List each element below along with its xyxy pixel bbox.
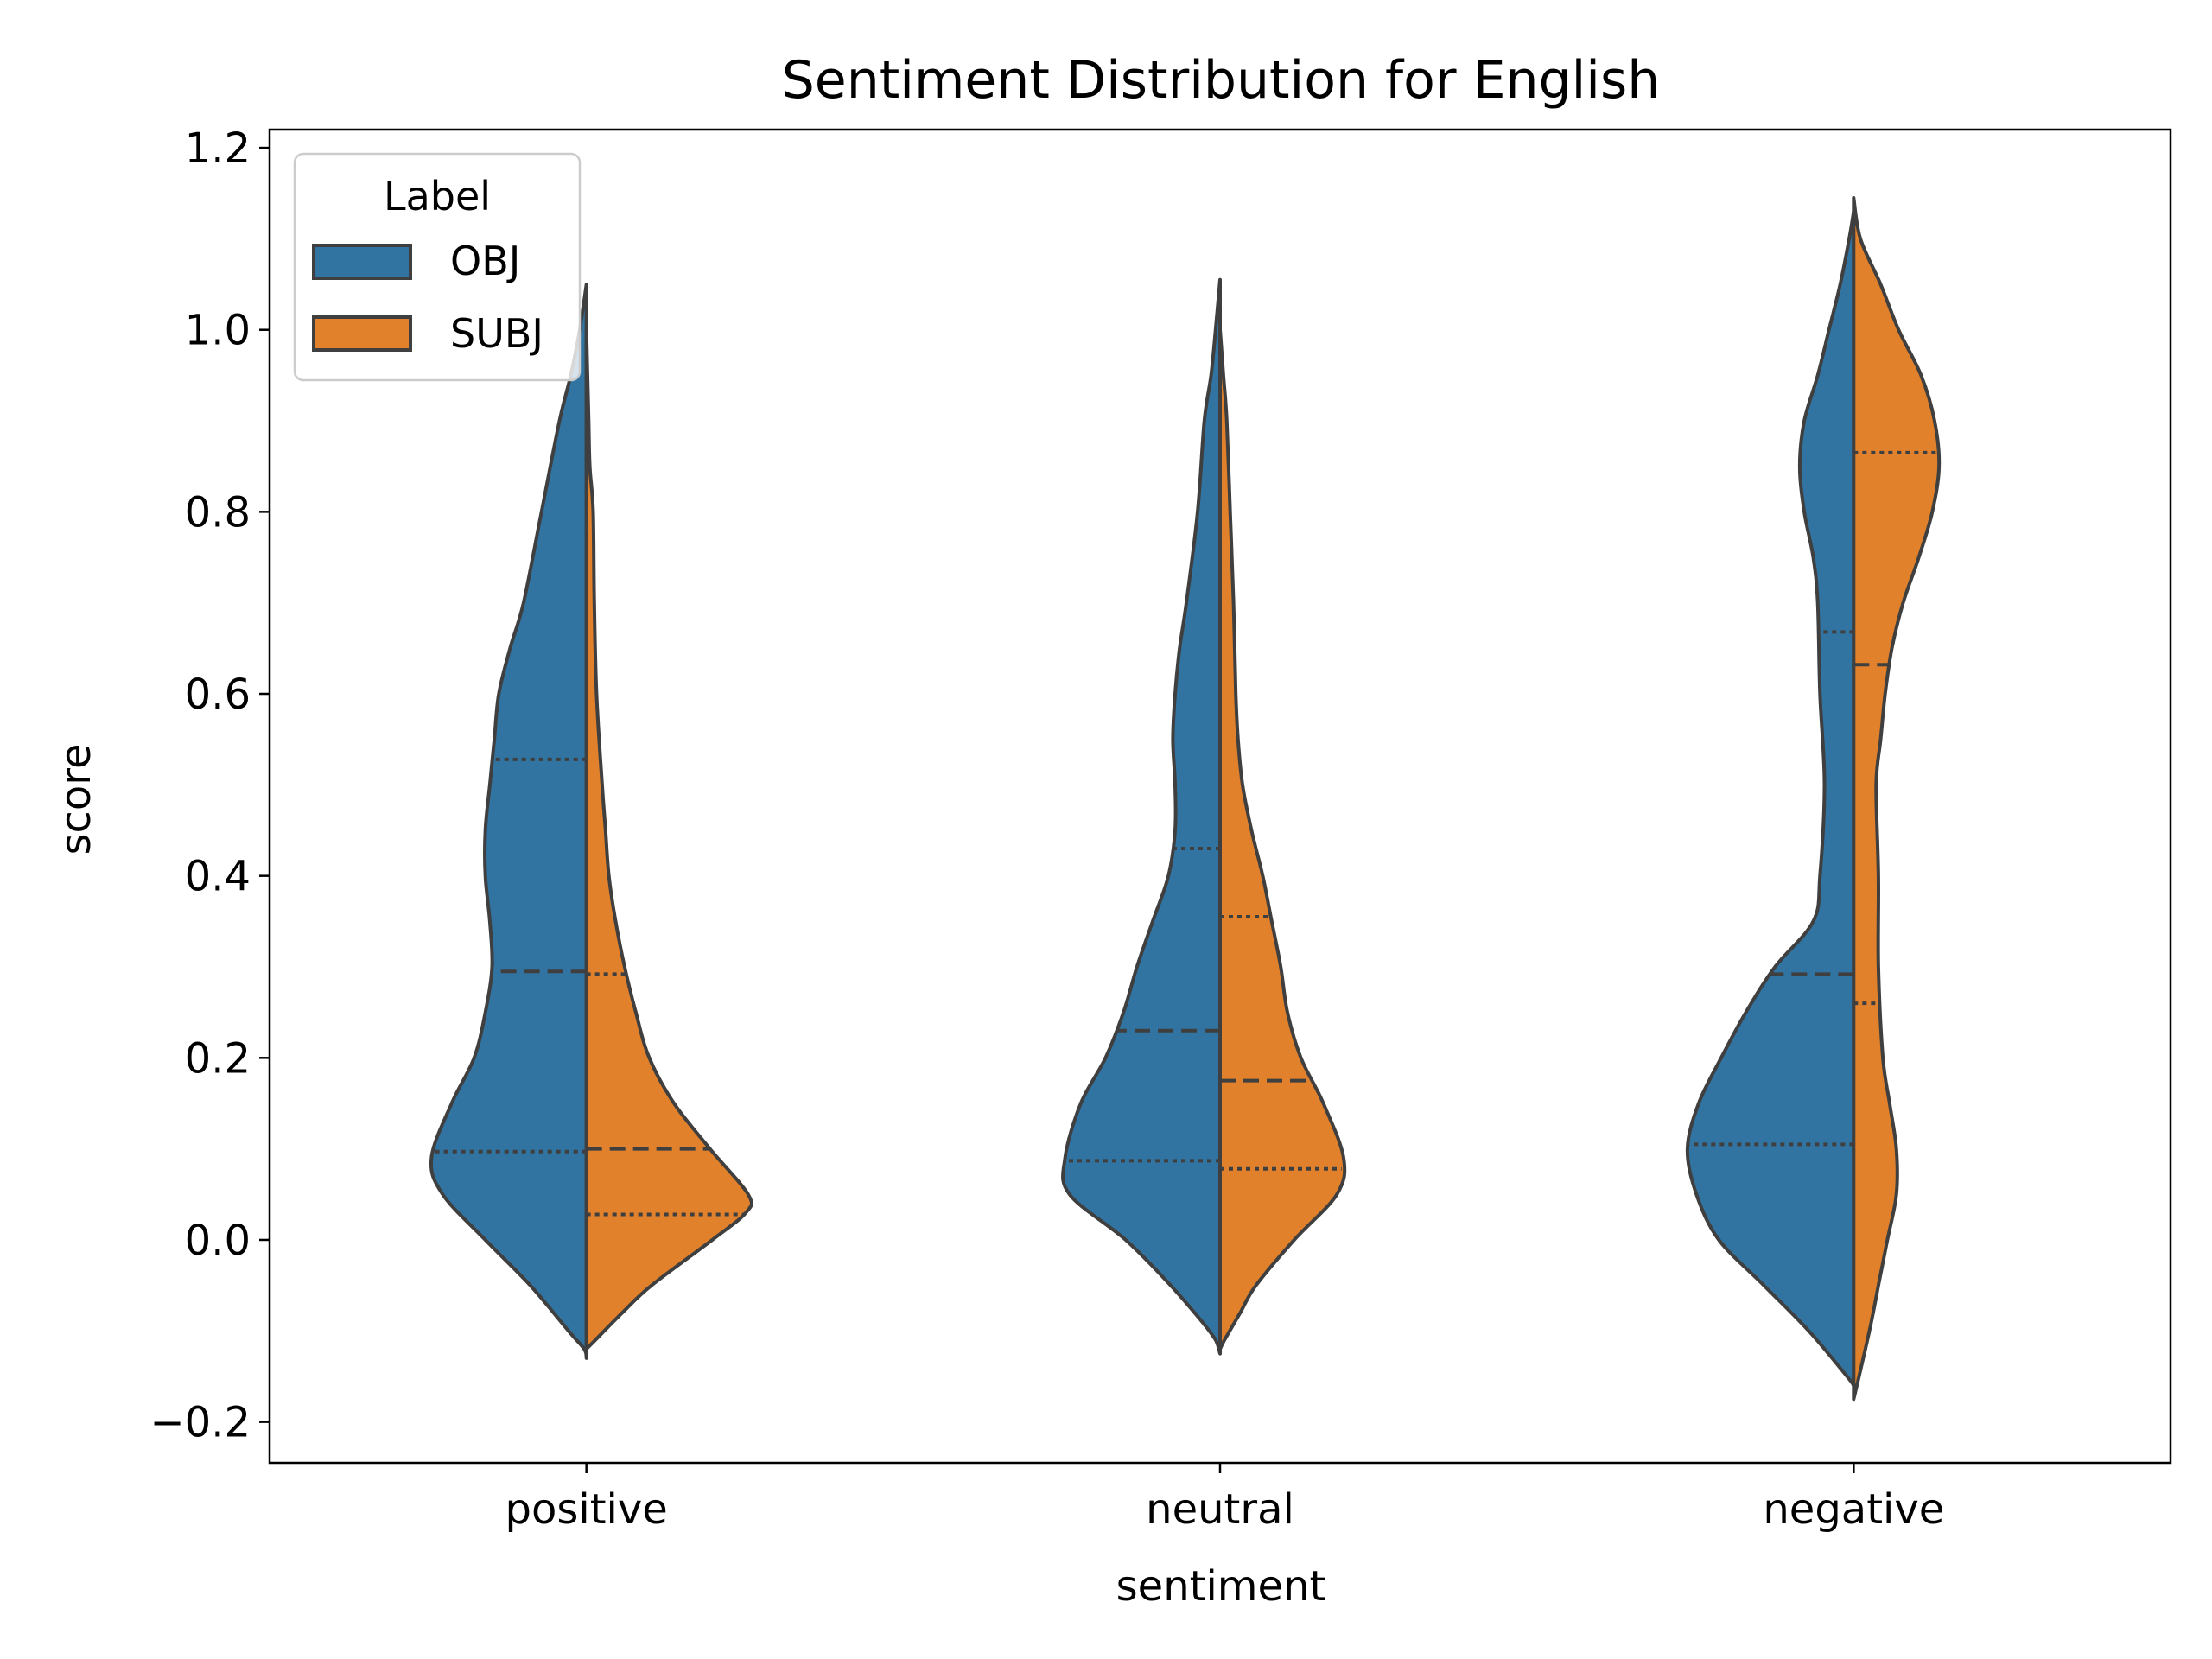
violin-neutral-subj [1218, 327, 1347, 1351]
y-tick-label: 0.6 [185, 671, 251, 719]
chart-title: Sentiment Distribution for English [782, 50, 1661, 111]
legend: Label OBJ SUBJ [293, 152, 582, 382]
legend-title: Label [384, 173, 491, 219]
legend-swatch-obj [312, 244, 412, 280]
y-tick-label: −0.2 [149, 1399, 251, 1447]
y-axis-label: score [52, 744, 100, 855]
violin-positive-subj [584, 327, 753, 1351]
violins [429, 196, 1942, 1402]
y-axis: −0.2 0.0 0.2 0.4 0.6 0.8 1.0 1.2 [149, 124, 270, 1447]
x-axis-label: sentiment [1116, 1562, 1326, 1611]
violin-positive-obj [429, 283, 588, 1360]
legend-swatch-subj [312, 315, 412, 352]
violin-neutral-obj [1060, 277, 1222, 1356]
y-tick-label: 0.4 [185, 853, 251, 901]
y-tick-label: 0.2 [185, 1034, 251, 1083]
y-tick-label: 0.8 [185, 488, 251, 537]
x-tick-label: negative [1763, 1485, 1944, 1534]
violin-negative-obj [1685, 209, 1856, 1388]
y-tick-label: 1.2 [185, 124, 251, 173]
y-tick-label: 1.0 [185, 307, 251, 355]
x-axis: positive neutral negative [505, 1463, 1944, 1534]
legend-label-obj: OBJ [450, 238, 520, 284]
y-tick-label: 0.0 [185, 1217, 251, 1265]
x-tick-label: positive [505, 1485, 668, 1534]
legend-label-subj: SUBJ [450, 310, 543, 357]
x-tick-label: neutral [1146, 1485, 1294, 1534]
violin-negative-subj [1852, 196, 1942, 1402]
